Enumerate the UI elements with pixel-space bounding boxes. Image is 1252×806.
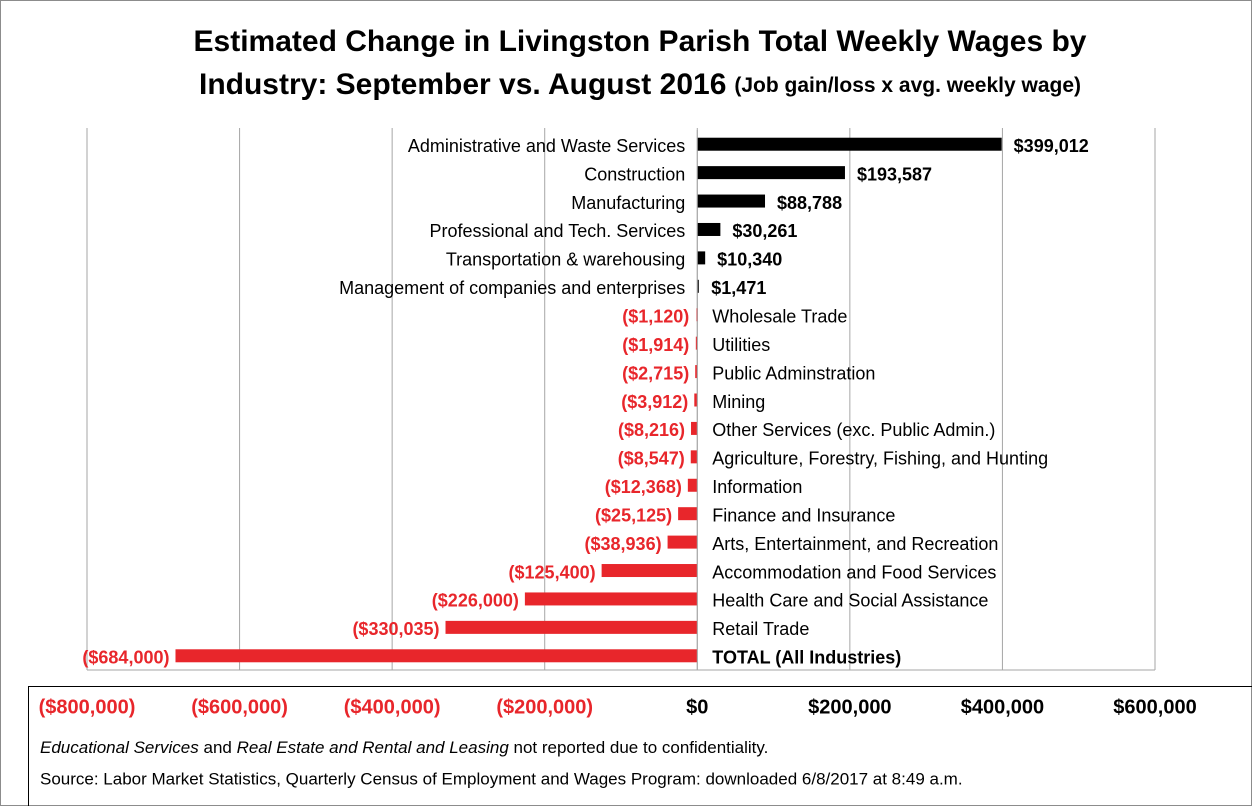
- footnote-part: and: [199, 738, 237, 757]
- value-label: ($226,000): [432, 591, 519, 611]
- chart-title-line: Industry: September vs. August 2016: [199, 68, 726, 101]
- value-label: $193,587: [857, 164, 932, 184]
- value-label: ($125,400): [509, 562, 596, 582]
- value-label: $88,788: [777, 193, 842, 213]
- category-label: Finance and Insurance: [712, 505, 895, 525]
- footnote-part: Educational Services: [40, 738, 199, 757]
- category-label: Arts, Entertainment, and Recreation: [712, 534, 998, 554]
- value-label: ($8,216): [618, 420, 685, 440]
- bar: [697, 222, 721, 236]
- bar: [601, 564, 698, 578]
- category-label: Health Care and Social Assistance: [712, 591, 988, 611]
- category-label: Other Services (exc. Public Admin.): [712, 420, 995, 440]
- category-label: Transportation & warehousing: [446, 250, 685, 270]
- footnote-part: Real Estate and Rental and Leasing: [237, 738, 510, 757]
- category-label: Manufacturing: [571, 193, 685, 213]
- value-label: $399,012: [1014, 136, 1089, 156]
- x-tick-label: ($200,000): [496, 696, 593, 718]
- value-label: ($1,120): [622, 306, 689, 326]
- category-label: Retail Trade: [712, 619, 809, 639]
- category-label: Mining: [712, 392, 765, 412]
- x-tick-label: $400,000: [961, 696, 1044, 718]
- bar: [697, 194, 766, 208]
- value-label: $10,340: [717, 250, 782, 270]
- bar: [695, 336, 698, 350]
- category-label: Agriculture, Forestry, Fishing, and Hunt…: [712, 449, 1048, 469]
- chart-title: Industry: September vs. August 2016 (Job …: [199, 68, 1081, 101]
- category-label: Utilities: [712, 335, 770, 355]
- bar: [678, 507, 698, 521]
- category-label: Wholesale Trade: [712, 306, 847, 326]
- bar: [697, 251, 706, 265]
- bar: [697, 137, 1002, 151]
- x-tick-label: ($400,000): [344, 696, 441, 718]
- chart-title: Estimated Change in Livingston Parish To…: [194, 25, 1087, 58]
- bar: [691, 421, 698, 435]
- bar: [524, 592, 698, 606]
- category-label: Accommodation and Food Services: [712, 562, 996, 582]
- value-label: $1,471: [711, 278, 766, 298]
- chart-subtitle: (Job gain/loss x avg. weekly wage): [734, 74, 1081, 97]
- x-tick-label: $200,000: [808, 696, 891, 718]
- bar: [695, 365, 698, 379]
- value-label: ($8,547): [618, 449, 685, 469]
- value-label: ($2,715): [622, 363, 689, 383]
- value-label: ($38,936): [585, 534, 662, 554]
- bar: [690, 450, 698, 464]
- value-label: $30,261: [732, 221, 797, 241]
- bar: [445, 620, 698, 634]
- category-label: Public Adminstration: [712, 363, 875, 383]
- category-label: Construction: [584, 164, 685, 184]
- value-label: ($330,035): [352, 619, 439, 639]
- x-tick-label: $0: [686, 696, 708, 718]
- bar: [697, 166, 845, 180]
- footnote: Educational Services and Real Estate and…: [40, 738, 768, 757]
- bar: [687, 478, 698, 492]
- bar: [667, 535, 698, 549]
- value-label: ($12,368): [605, 477, 682, 497]
- x-tick-label: ($600,000): [191, 696, 288, 718]
- value-label: ($25,125): [595, 505, 672, 525]
- category-label: Information: [712, 477, 802, 497]
- footnote-part: not reported due to confidentiality.: [509, 738, 769, 757]
- x-tick-label: $600,000: [1113, 696, 1196, 718]
- value-label: ($3,912): [621, 392, 688, 412]
- bar: [697, 279, 699, 293]
- category-label: TOTAL (All Industries): [712, 648, 901, 668]
- category-label: Administrative and Waste Services: [408, 136, 685, 156]
- bar: [694, 393, 698, 407]
- category-label: Management of companies and enterprises: [339, 278, 685, 298]
- footnote-box: [28, 686, 1252, 806]
- value-label: ($684,000): [82, 648, 169, 668]
- category-label: Professional and Tech. Services: [429, 221, 685, 241]
- value-label: ($1,914): [622, 335, 689, 355]
- x-tick-label: ($800,000): [39, 696, 136, 718]
- bar: [175, 649, 698, 663]
- source: Source: Labor Market Statistics, Quarter…: [40, 769, 963, 788]
